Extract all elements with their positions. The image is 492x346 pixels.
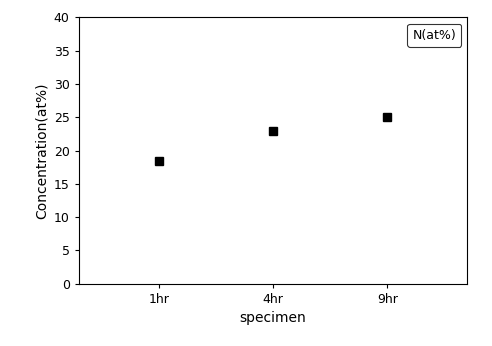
X-axis label: specimen: specimen bbox=[240, 311, 307, 325]
Y-axis label: Concentration(at%): Concentration(at%) bbox=[34, 82, 48, 219]
Legend: N(at%): N(at%) bbox=[407, 24, 461, 47]
